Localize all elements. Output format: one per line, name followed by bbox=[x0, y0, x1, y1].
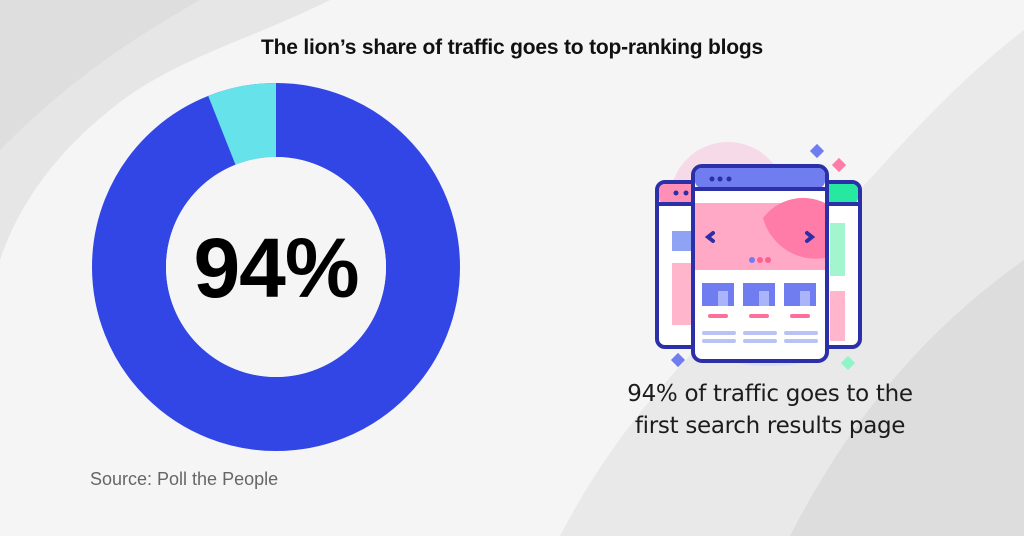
donut-segment-6 bbox=[208, 82, 276, 165]
caption-line-2: first search results page bbox=[634, 413, 906, 439]
source-label: Source: Poll the People bbox=[90, 469, 279, 489]
donut-chart bbox=[92, 82, 460, 451]
web-pages-icon bbox=[655, 142, 862, 371]
donut-center-value: 94% bbox=[193, 221, 359, 315]
caption: 94% of traffic goes to the first search … bbox=[590, 378, 950, 442]
chart-title: The lion’s share of traffic goes to top-… bbox=[261, 36, 763, 59]
caption-line-1: 94% of traffic goes to the bbox=[627, 381, 913, 407]
